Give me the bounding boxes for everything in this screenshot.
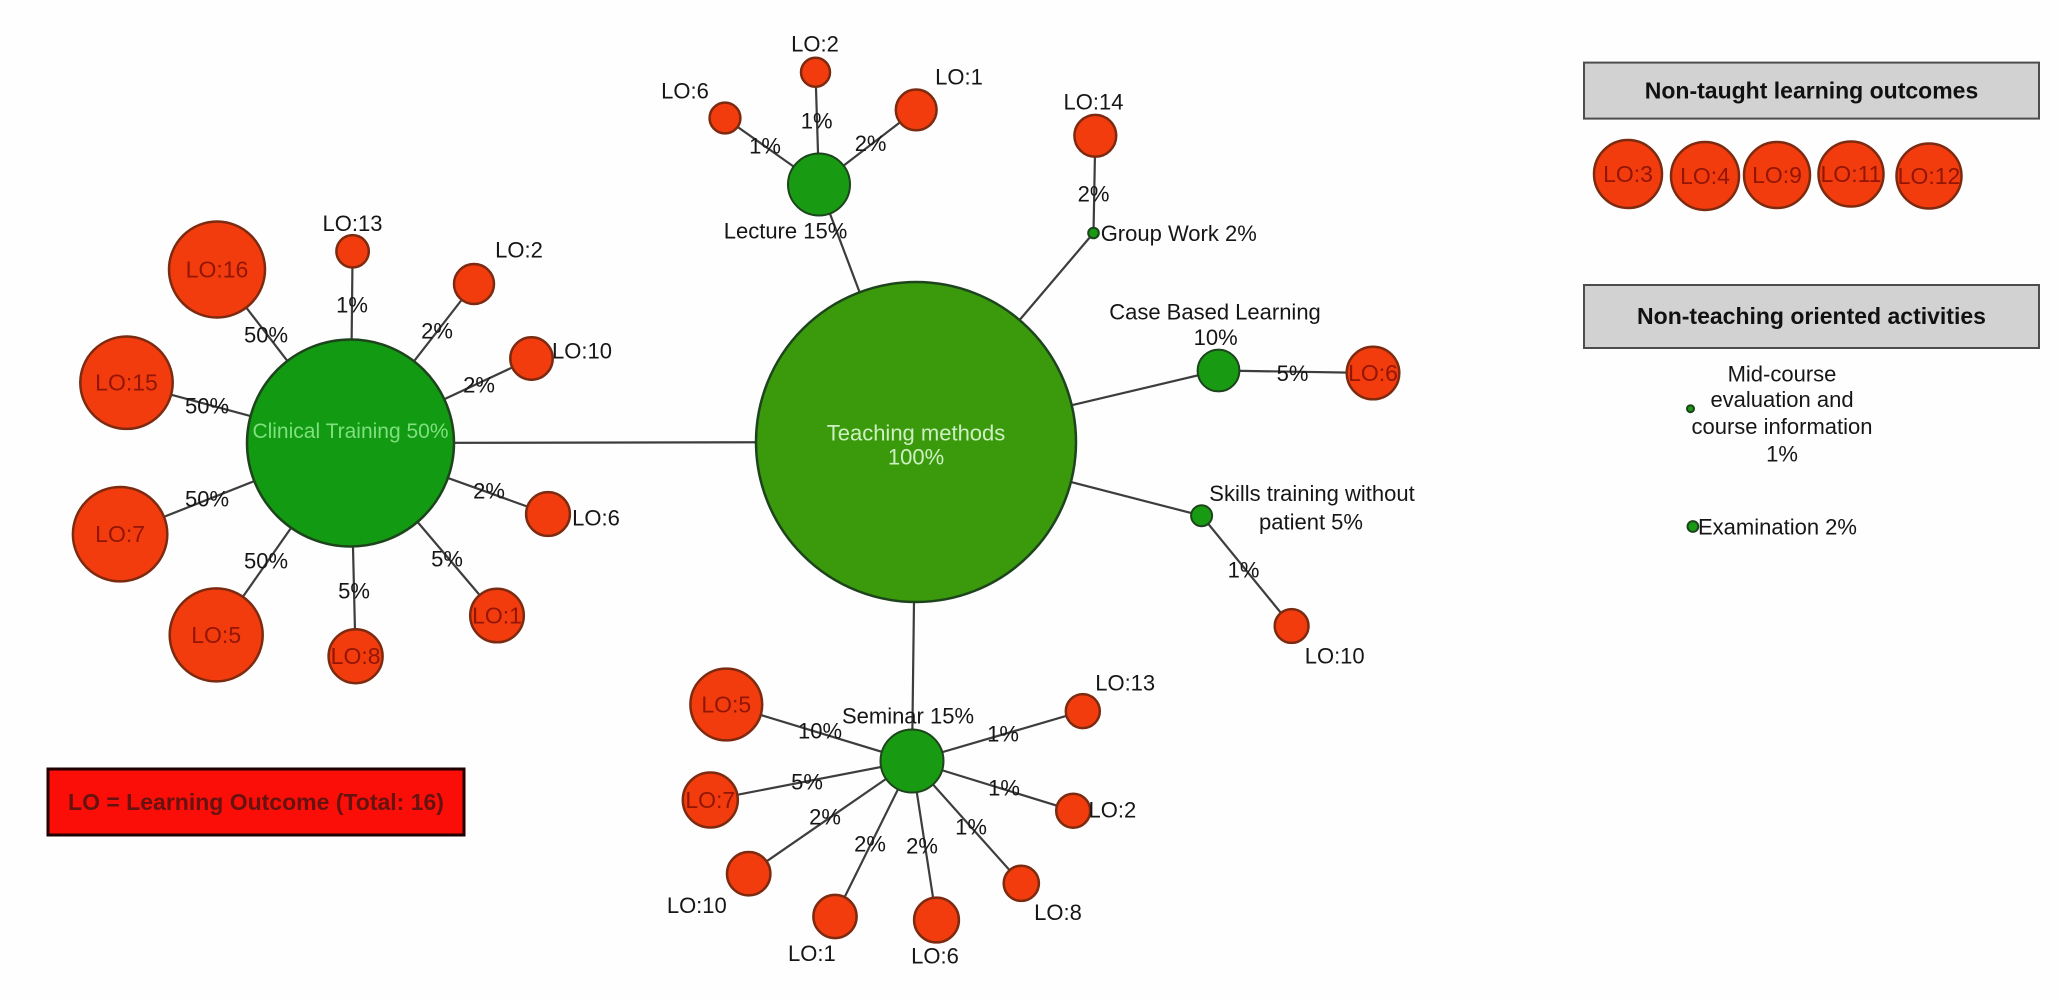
svg-text:1%: 1% <box>988 776 1020 801</box>
svg-text:Clinical Training 50%: Clinical Training 50% <box>252 420 448 443</box>
svg-text:Case Based Learning: Case Based Learning <box>1109 300 1321 325</box>
svg-text:LO:7: LO:7 <box>95 521 145 547</box>
svg-text:1%: 1% <box>1766 441 1798 466</box>
svg-text:Group Work 2%: Group Work 2% <box>1101 221 1257 246</box>
svg-text:LO = Learning Outcome (Total:: LO = Learning Outcome (Total: 16) <box>68 789 444 815</box>
svg-text:LO:2: LO:2 <box>791 32 839 57</box>
svg-text:LO:8: LO:8 <box>1034 900 1082 925</box>
svg-text:10%: 10% <box>798 719 842 744</box>
svg-text:50%: 50% <box>244 323 288 348</box>
svg-text:LO:1: LO:1 <box>472 603 522 629</box>
svg-text:2%: 2% <box>473 479 505 504</box>
svg-text:LO:11: LO:11 <box>1821 161 1882 187</box>
svg-text:LO:10: LO:10 <box>667 893 727 918</box>
svg-text:LO:1: LO:1 <box>935 65 983 90</box>
svg-text:Non-taught learning outcomes: Non-taught learning outcomes <box>1645 78 1979 104</box>
svg-text:LO:14: LO:14 <box>1064 89 1124 114</box>
svg-text:1%: 1% <box>1228 558 1260 583</box>
svg-text:2%: 2% <box>809 805 841 830</box>
svg-text:LO:4: LO:4 <box>1680 163 1730 189</box>
svg-text:patient 5%: patient 5% <box>1259 510 1363 535</box>
svg-text:2%: 2% <box>906 834 938 859</box>
svg-text:5%: 5% <box>1277 361 1309 386</box>
svg-text:LO:1: LO:1 <box>788 941 836 966</box>
svg-text:5%: 5% <box>338 579 370 604</box>
svg-text:LO:6: LO:6 <box>911 943 959 968</box>
svg-text:2%: 2% <box>463 373 495 398</box>
svg-text:LO:3: LO:3 <box>1603 161 1653 187</box>
svg-text:evaluation and: evaluation and <box>1710 387 1853 412</box>
svg-text:LO:5: LO:5 <box>701 692 751 718</box>
svg-text:LO:16: LO:16 <box>186 257 249 283</box>
svg-text:LO:6: LO:6 <box>572 506 620 531</box>
svg-text:2%: 2% <box>421 319 453 344</box>
svg-text:Seminar 15%: Seminar 15% <box>842 704 974 729</box>
svg-text:LO:10: LO:10 <box>552 339 612 364</box>
svg-text:LO:6: LO:6 <box>1348 360 1398 386</box>
svg-text:LO:6: LO:6 <box>661 79 709 104</box>
svg-text:50%: 50% <box>185 487 229 512</box>
svg-text:Mid-course: Mid-course <box>1728 362 1837 387</box>
svg-text:LO:13: LO:13 <box>323 211 383 236</box>
svg-text:LO:2: LO:2 <box>1089 797 1137 822</box>
svg-text:LO:9: LO:9 <box>1752 162 1802 188</box>
svg-text:1%: 1% <box>336 293 368 318</box>
svg-text:Teaching methods: Teaching methods <box>827 421 1006 446</box>
svg-text:LO:7: LO:7 <box>685 787 735 813</box>
svg-text:1%: 1% <box>801 108 833 133</box>
svg-text:LO:13: LO:13 <box>1095 671 1155 696</box>
svg-text:100%: 100% <box>888 445 944 470</box>
svg-text:2%: 2% <box>1078 182 1110 207</box>
svg-text:Skills training without: Skills training without <box>1209 481 1414 506</box>
svg-text:Lecture 15%: Lecture 15% <box>724 219 848 244</box>
svg-text:5%: 5% <box>431 547 463 572</box>
svg-text:1%: 1% <box>749 134 781 159</box>
svg-text:1%: 1% <box>987 722 1019 747</box>
svg-text:50%: 50% <box>185 394 229 419</box>
svg-text:LO:8: LO:8 <box>331 643 381 669</box>
svg-text:Non-teaching oriented activiti: Non-teaching oriented activities <box>1637 303 1986 329</box>
svg-text:LO:15: LO:15 <box>95 370 158 396</box>
svg-text:1%: 1% <box>955 815 987 840</box>
svg-text:Examination 2%: Examination 2% <box>1698 515 1857 540</box>
svg-text:course information: course information <box>1692 414 1873 439</box>
svg-text:10%: 10% <box>1194 325 1238 350</box>
svg-text:2%: 2% <box>854 832 886 857</box>
svg-text:LO:12: LO:12 <box>1898 163 1961 189</box>
svg-text:50%: 50% <box>244 549 288 574</box>
svg-text:LO:10: LO:10 <box>1305 644 1365 669</box>
svg-text:LO:2: LO:2 <box>495 238 543 263</box>
svg-text:LO:5: LO:5 <box>191 622 241 648</box>
svg-text:2%: 2% <box>855 131 887 156</box>
svg-text:5%: 5% <box>791 770 823 795</box>
